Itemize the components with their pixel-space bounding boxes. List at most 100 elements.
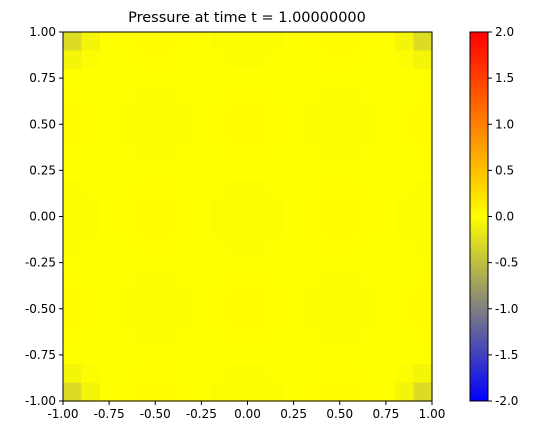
heatmap-cell xyxy=(81,50,101,70)
heatmap-cell xyxy=(173,142,193,162)
y-axis: -1.00 -0.75 -0.50 -0.25 0.00 0.25 0.50 0.75 1.00 xyxy=(25,25,63,408)
heatmap-cell xyxy=(321,198,341,218)
heatmap-cell xyxy=(247,50,267,70)
heatmap-cell xyxy=(321,50,341,70)
heatmap-cell xyxy=(395,327,415,347)
colorbar xyxy=(469,31,489,402)
heatmap-cell xyxy=(63,364,83,384)
heatmap-cell xyxy=(192,142,212,162)
heatmap-cell xyxy=(413,308,433,328)
heatmap-cell xyxy=(321,364,341,384)
heatmap-cell xyxy=(413,234,433,254)
heatmap-cell xyxy=(413,198,433,218)
heatmap-cell xyxy=(284,142,304,162)
heatmap-cell xyxy=(136,234,156,254)
heatmap-cell xyxy=(192,216,212,236)
heatmap-cell xyxy=(247,105,267,125)
heatmap-cell xyxy=(81,124,101,144)
heatmap-cell xyxy=(192,105,212,125)
heatmap-cell xyxy=(136,68,156,88)
heatmap-cell xyxy=(395,290,415,310)
heatmap-cell xyxy=(81,87,101,107)
heatmap-cell xyxy=(302,142,322,162)
heatmap-cell xyxy=(321,124,341,144)
heatmap-cell xyxy=(302,290,322,310)
heatmap-cell xyxy=(302,308,322,328)
heatmap-cell xyxy=(118,68,138,88)
heatmap-cell xyxy=(339,308,359,328)
heatmap-cell xyxy=(81,105,101,125)
heatmap-cell xyxy=(265,32,285,52)
heatmap-cell xyxy=(376,50,396,70)
heatmap-cell xyxy=(99,124,119,144)
heatmap-cell xyxy=(210,198,230,218)
heatmap-cell xyxy=(99,161,119,181)
heatmap-cell xyxy=(192,382,212,402)
heatmap-cell xyxy=(358,216,378,236)
heatmap-cell xyxy=(284,382,304,402)
heatmap-cell xyxy=(173,253,193,273)
heatmap-cell xyxy=(155,308,175,328)
heatmap-cell xyxy=(376,87,396,107)
heatmap-cell xyxy=(192,179,212,199)
x-tick-label: 0.75 xyxy=(373,407,400,421)
heatmap-cell xyxy=(118,364,138,384)
heatmap-cell xyxy=(413,327,433,347)
heatmap-cell xyxy=(99,105,119,125)
chart-title: Pressure at time t = 1.00000000 xyxy=(128,10,366,26)
heatmap-cell xyxy=(63,87,83,107)
heatmap-cell xyxy=(284,161,304,181)
heatmap-cell xyxy=(376,216,396,236)
heatmap-cell xyxy=(302,32,322,52)
heatmap-cell xyxy=(136,327,156,347)
heatmap-cell xyxy=(155,345,175,365)
heatmap-cell xyxy=(395,179,415,199)
x-tick-label: -1.00 xyxy=(47,407,78,421)
heatmap-cell xyxy=(376,271,396,291)
heatmap-cell xyxy=(210,216,230,236)
heatmap-cell xyxy=(136,50,156,70)
heatmap-cell xyxy=(247,327,267,347)
heatmap-cell xyxy=(118,198,138,218)
heatmap-cell xyxy=(136,216,156,236)
heatmap-cell xyxy=(192,290,212,310)
heatmap-cell xyxy=(358,68,378,88)
y-tick-label: -0.50 xyxy=(25,302,56,316)
heatmap-cell xyxy=(118,87,138,107)
heatmap-cell xyxy=(395,253,415,273)
colorbar-tick-label: 1.5 xyxy=(495,71,514,85)
heatmap-cell xyxy=(413,290,433,310)
heatmap-cell xyxy=(358,271,378,291)
heatmap-cell xyxy=(265,50,285,70)
heatmap-cell xyxy=(155,253,175,273)
heatmap-cell xyxy=(339,234,359,254)
heatmap-cell xyxy=(81,198,101,218)
heatmap-cell xyxy=(136,345,156,365)
heatmap-cell xyxy=(136,124,156,144)
heatmap-cell xyxy=(229,290,249,310)
heatmap-cell xyxy=(229,124,249,144)
heatmap-cell xyxy=(81,290,101,310)
heatmap-cell xyxy=(376,253,396,273)
heatmap-cell xyxy=(210,345,230,365)
heatmap-cell xyxy=(265,87,285,107)
heatmap-cell xyxy=(284,105,304,125)
heatmap-cell xyxy=(358,179,378,199)
heatmap-cell xyxy=(265,271,285,291)
heatmap-cell xyxy=(284,32,304,52)
heatmap-cell xyxy=(395,216,415,236)
heatmap-cell xyxy=(395,161,415,181)
heatmap-cell xyxy=(136,364,156,384)
x-tick-label: 0.50 xyxy=(326,407,353,421)
heatmap-cell xyxy=(99,87,119,107)
x-tick-label: 1.00 xyxy=(419,407,446,421)
heatmap-cell xyxy=(192,68,212,88)
heatmap-cell xyxy=(358,50,378,70)
heatmap-cell xyxy=(284,253,304,273)
heatmap-cell xyxy=(81,364,101,384)
heatmap-cell xyxy=(192,327,212,347)
heatmap-cell xyxy=(395,382,415,402)
heatmap-cell xyxy=(118,308,138,328)
heatmap-cell xyxy=(302,105,322,125)
colorbar-tick-label: -2.0 xyxy=(495,394,518,408)
